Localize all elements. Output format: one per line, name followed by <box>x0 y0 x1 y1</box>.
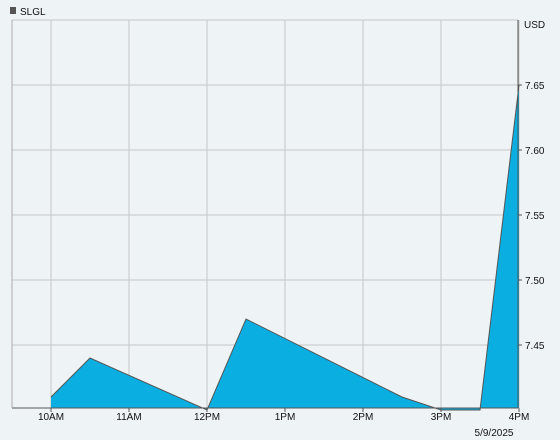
legend-label: SLGL <box>20 7 46 18</box>
legend-swatch <box>10 7 16 14</box>
y-axis-ticks: 7.45 7.50 7.55 7.60 7.65 <box>518 81 545 352</box>
y-tick-label: 7.55 <box>525 211 545 222</box>
currency-label: USD <box>524 20 545 31</box>
x-tick-label: 2PM <box>353 412 374 423</box>
y-tick-label: 7.45 <box>525 341 545 352</box>
x-tick-label: 3PM <box>431 412 452 423</box>
y-tick-label: 7.65 <box>525 81 545 92</box>
date-label: 5/9/2025 <box>475 428 514 439</box>
y-tick-label: 7.50 <box>525 276 545 287</box>
legend: SLGL <box>10 7 46 18</box>
y-tick-label: 7.60 <box>525 146 545 157</box>
x-tick-label: 12PM <box>194 412 220 423</box>
x-tick-label: 1PM <box>275 412 296 423</box>
x-axis-ticks: 10AM 11AM 12PM 1PM 2PM 3PM 4PM <box>38 408 529 423</box>
x-tick-label: 4PM <box>509 412 530 423</box>
area-fill <box>51 85 519 410</box>
x-tick-label: 10AM <box>38 412 64 423</box>
x-tick-label: 11AM <box>116 412 141 423</box>
series-line <box>50 84 520 411</box>
